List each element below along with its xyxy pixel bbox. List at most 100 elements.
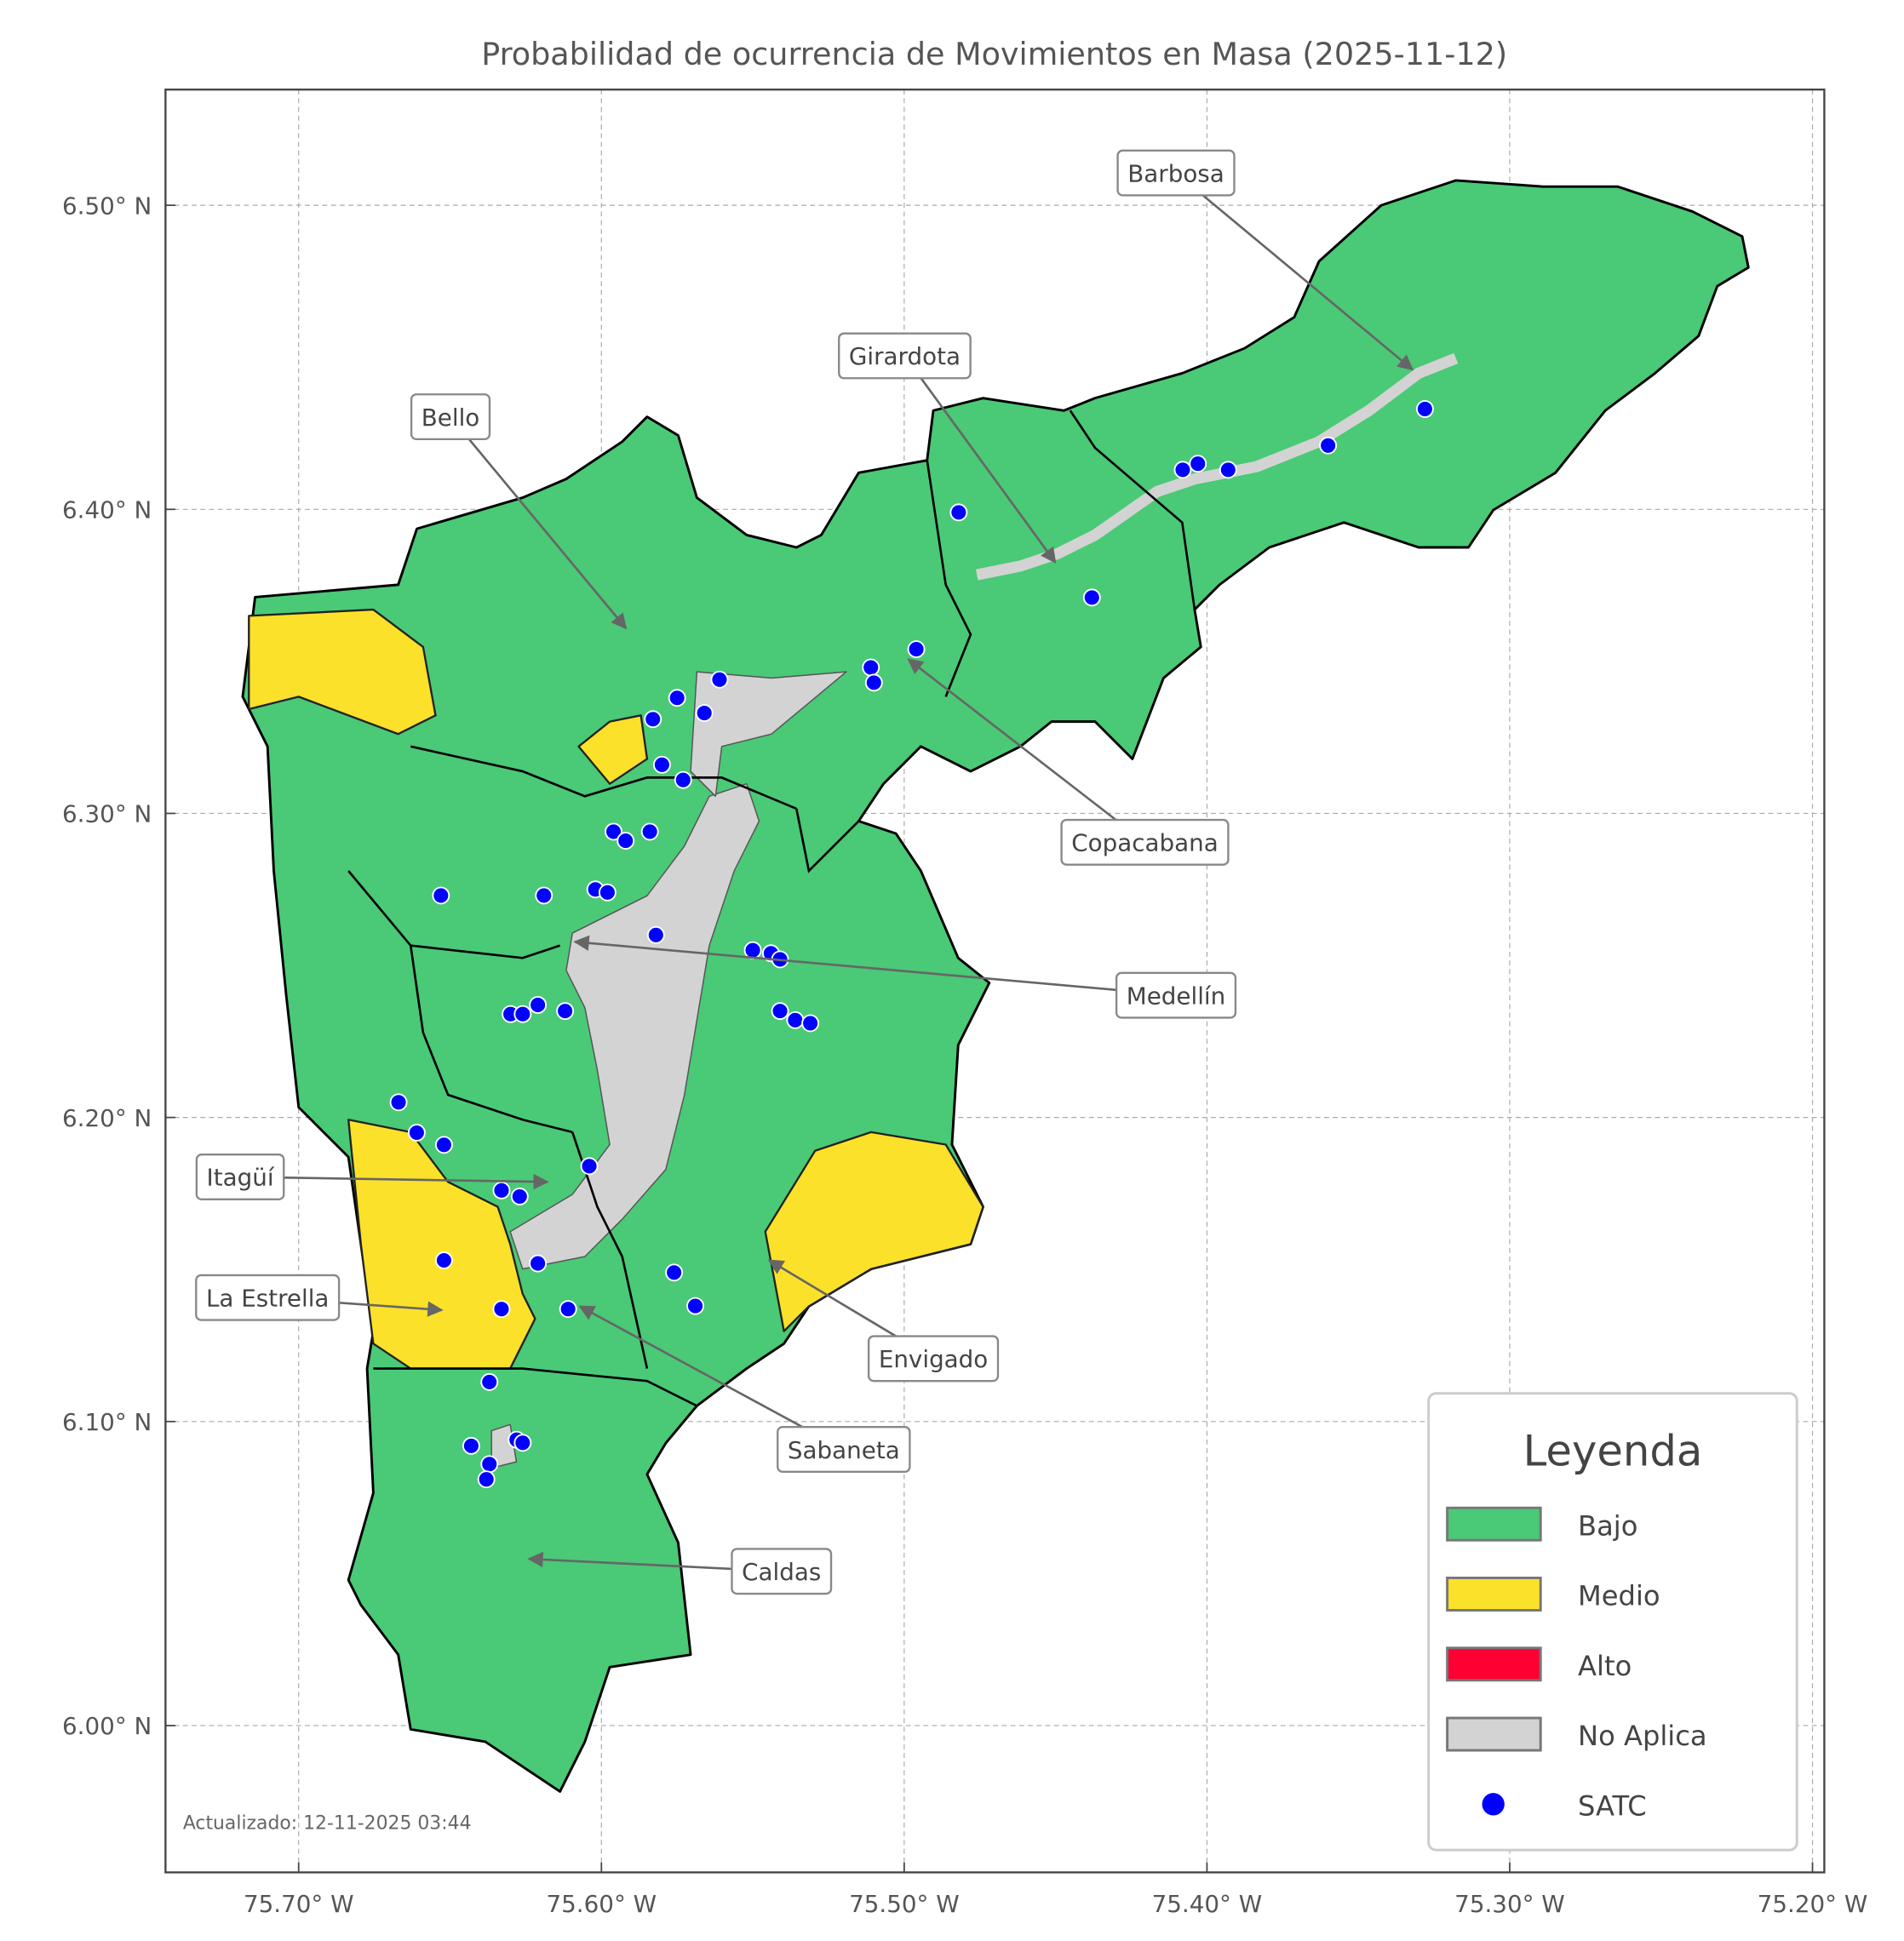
satc-point[interactable] bbox=[529, 1254, 548, 1273]
satc-point[interactable] bbox=[1173, 461, 1192, 479]
satc-point[interactable] bbox=[864, 673, 883, 692]
satc-point[interactable] bbox=[407, 1124, 426, 1142]
x-tick-label: 75.20° W bbox=[1758, 1890, 1868, 1918]
satc-point[interactable] bbox=[710, 670, 729, 689]
satc-point[interactable] bbox=[617, 832, 635, 850]
x-tick-label: 75.40° W bbox=[1152, 1890, 1263, 1918]
annotation-label: Itagüí bbox=[207, 1164, 275, 1192]
satc-point[interactable] bbox=[462, 1436, 480, 1455]
legend-item-satc: SATC bbox=[1482, 1789, 1647, 1822]
annotation-arrow bbox=[578, 1305, 845, 1451]
annotation-itagüí: Itagüí bbox=[195, 1154, 549, 1200]
annotation-arrow bbox=[903, 355, 1057, 564]
satc-point[interactable] bbox=[1319, 436, 1338, 455]
satc-point[interactable] bbox=[1415, 399, 1434, 418]
satc-point[interactable] bbox=[674, 770, 692, 789]
updated-timestamp: Actualizado: 12-11-2025 03:44 bbox=[183, 1812, 472, 1834]
x-tick-label: 75.60° W bbox=[547, 1890, 657, 1918]
satc-point[interactable] bbox=[432, 886, 450, 905]
annotation-label: Barbosa bbox=[1127, 159, 1224, 187]
annotation-box bbox=[1115, 971, 1237, 1019]
satc-point[interactable] bbox=[598, 883, 617, 902]
satc-point[interactable] bbox=[477, 1470, 496, 1489]
satc-point[interactable] bbox=[510, 1188, 529, 1205]
y-tick-label: 6.10° N bbox=[62, 1408, 152, 1436]
legend-item-medio: Medio bbox=[1446, 1577, 1660, 1612]
municipal-border bbox=[1069, 409, 1196, 610]
satc-point[interactable] bbox=[949, 503, 968, 522]
annotation-label: La Estrella bbox=[206, 1284, 329, 1312]
municipal-border bbox=[795, 808, 860, 873]
satc-point[interactable] bbox=[640, 822, 659, 841]
satc-point[interactable] bbox=[559, 1300, 577, 1319]
map-title: Probabilidad de ocurrencia de Movimiento… bbox=[481, 36, 1507, 72]
region-no-aplica bbox=[690, 671, 847, 798]
satc-point[interactable] bbox=[907, 640, 926, 659]
satc-point[interactable] bbox=[1189, 455, 1207, 473]
satc-point[interactable] bbox=[605, 822, 622, 841]
satc-point[interactable] bbox=[434, 1136, 453, 1154]
satc-point[interactable] bbox=[556, 1002, 575, 1021]
satc-point[interactable] bbox=[434, 1251, 453, 1269]
satc-point[interactable] bbox=[513, 1005, 532, 1023]
satc-point[interactable] bbox=[646, 925, 665, 944]
satc-point[interactable] bbox=[480, 1455, 499, 1474]
satc-point[interactable] bbox=[686, 1297, 704, 1315]
satc-point[interactable] bbox=[529, 996, 548, 1014]
municipal-border bbox=[926, 460, 972, 697]
satc-points bbox=[389, 399, 1434, 1489]
satc-point[interactable] bbox=[801, 1014, 820, 1033]
satc-point[interactable] bbox=[580, 1157, 599, 1176]
annotation-label: Medellín bbox=[1127, 982, 1225, 1010]
satc-point[interactable] bbox=[513, 1434, 532, 1452]
satc-point[interactable] bbox=[480, 1372, 499, 1391]
satc-point[interactable] bbox=[743, 941, 762, 959]
satc-point[interactable] bbox=[535, 886, 553, 905]
legend-item-bajo: Bajo bbox=[1446, 1506, 1637, 1542]
annotation-label: Caldas bbox=[742, 1558, 821, 1586]
annotation-box bbox=[867, 1335, 1000, 1383]
legend-item-alto: Alto bbox=[1446, 1646, 1632, 1682]
satc-point[interactable] bbox=[1219, 461, 1237, 479]
annotation-box bbox=[838, 332, 972, 380]
region-medio bbox=[577, 714, 649, 785]
y-tick-label: 6.40° N bbox=[62, 496, 152, 524]
satc-point[interactable] bbox=[668, 689, 686, 707]
annotation-box bbox=[731, 1548, 833, 1595]
legend-marker bbox=[1482, 1793, 1505, 1816]
legend-swatch bbox=[1446, 1716, 1542, 1752]
satc-point[interactable] bbox=[862, 658, 880, 677]
legend-label: Medio bbox=[1578, 1580, 1660, 1612]
satc-point[interactable] bbox=[389, 1093, 408, 1112]
satc-point[interactable] bbox=[786, 1011, 805, 1029]
satc-point[interactable] bbox=[1082, 588, 1101, 607]
y-tick-label: 6.50° N bbox=[62, 192, 152, 220]
municipal-border bbox=[347, 870, 561, 959]
legend-label: Alto bbox=[1578, 1650, 1632, 1682]
annotation-label: Sabaneta bbox=[788, 1436, 900, 1464]
satc-point[interactable] bbox=[771, 1002, 789, 1021]
annotation-label: Girardota bbox=[849, 342, 961, 370]
satc-point[interactable] bbox=[644, 710, 662, 729]
satc-point[interactable] bbox=[665, 1263, 684, 1282]
legend-swatch bbox=[1446, 1506, 1542, 1542]
legend-label: Bajo bbox=[1578, 1509, 1637, 1542]
municipal-border bbox=[373, 1367, 697, 1407]
annotation-box bbox=[195, 1274, 341, 1321]
satc-point[interactable] bbox=[652, 755, 671, 774]
satc-point[interactable] bbox=[492, 1181, 511, 1200]
annotation-girardota: Girardota bbox=[838, 332, 1057, 564]
legend-swatch bbox=[1446, 1577, 1542, 1612]
annotation-box bbox=[195, 1154, 285, 1200]
satc-point[interactable] bbox=[695, 704, 714, 723]
axes-frame bbox=[164, 89, 1826, 1874]
annotation-box bbox=[1060, 818, 1230, 866]
axis-ticks: 75.70° W 75.60° W 75.50° W 75.40° W 75.30° W… bbox=[62, 192, 1867, 1918]
annotation-box bbox=[410, 393, 491, 441]
legend-swatch bbox=[1446, 1646, 1542, 1682]
satc-point[interactable] bbox=[492, 1300, 511, 1319]
legend-item-no-aplica: No Aplica bbox=[1446, 1716, 1707, 1752]
municipality-annotations: Barbosa Girardota Bello Copacabana Medellín I… bbox=[195, 149, 1414, 1595]
municipal-border bbox=[409, 945, 573, 1134]
